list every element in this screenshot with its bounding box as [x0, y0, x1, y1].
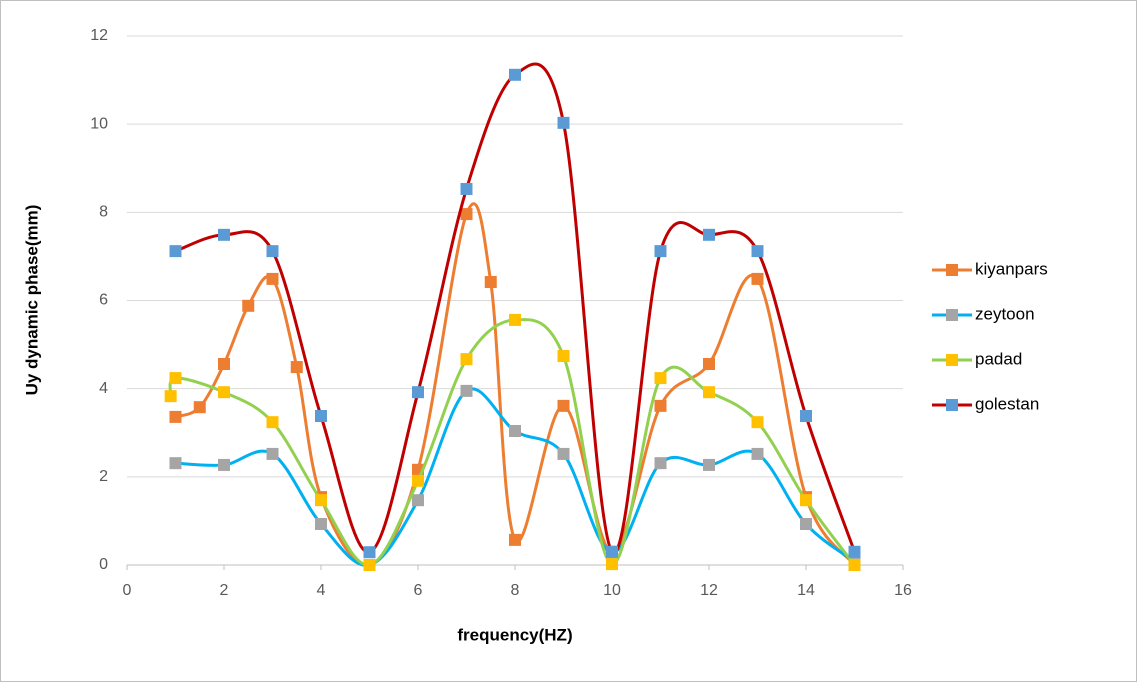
y-tick-label: 0: [99, 556, 108, 573]
marker: [703, 228, 715, 241]
y-tick-label: 10: [90, 115, 108, 132]
series-line: [174, 62, 856, 555]
marker: [169, 457, 182, 470]
marker: [169, 245, 182, 258]
marker: [169, 372, 182, 385]
y-tick-label: 12: [90, 27, 108, 44]
marker: [218, 458, 230, 471]
marker: [557, 399, 570, 412]
legend-label: padad: [975, 349, 1022, 368]
marker: [460, 353, 473, 366]
legend-marker: [946, 309, 958, 321]
marker: [164, 390, 177, 403]
marker: [242, 299, 255, 312]
marker: [412, 386, 424, 399]
marker: [703, 458, 715, 471]
x-tick-label: 14: [797, 582, 815, 599]
marker: [315, 518, 327, 531]
marker: [751, 447, 764, 460]
marker: [751, 416, 764, 429]
marker: [557, 350, 570, 363]
marker: [315, 409, 327, 422]
x-tick-label: 2: [220, 582, 229, 599]
marker: [509, 313, 521, 326]
marker: [654, 372, 667, 385]
marker: [460, 208, 473, 221]
x-tick-label: 12: [700, 582, 718, 599]
marker: [290, 361, 303, 374]
marker: [751, 272, 764, 285]
marker: [751, 245, 764, 258]
marker: [606, 545, 618, 558]
legend-marker: [946, 354, 958, 366]
marker: [848, 545, 861, 558]
marker: [266, 272, 279, 285]
marker: [703, 357, 715, 370]
marker: [266, 416, 279, 429]
x-tick-label: 0: [123, 582, 132, 599]
marker: [484, 275, 497, 288]
y-tick-label: 8: [99, 204, 108, 221]
marker: [363, 546, 376, 559]
marker: [800, 518, 812, 531]
y-axis-title: Uy dynamic phase(mm): [22, 205, 41, 396]
marker: [460, 182, 473, 195]
x-tick-label: 8: [511, 582, 520, 599]
legend-marker: [946, 399, 958, 411]
marker: [848, 559, 861, 571]
marker: [703, 386, 715, 399]
marker: [218, 228, 230, 241]
marker: [412, 474, 424, 487]
y-tick-label: 6: [99, 292, 108, 309]
y-tick-label: 2: [99, 468, 108, 485]
x-tick-label: 10: [603, 582, 621, 599]
x-tick-label: 6: [414, 582, 423, 599]
marker: [509, 68, 521, 81]
marker: [654, 399, 667, 412]
marker: [193, 401, 206, 414]
y-tick-label: 4: [99, 380, 108, 397]
marker: [266, 245, 279, 258]
marker: [654, 457, 667, 470]
marker: [606, 558, 618, 571]
legend-label: kiyanpars: [975, 259, 1048, 278]
marker: [218, 386, 230, 399]
x-tick-label: 16: [894, 582, 912, 599]
marker: [557, 116, 570, 129]
legend-label: zeytoon: [975, 304, 1035, 323]
marker: [557, 447, 570, 460]
x-axis-title: frequency(HZ): [457, 625, 572, 644]
marker: [315, 494, 327, 507]
marker: [800, 409, 812, 422]
legend-label: golestan: [975, 394, 1039, 413]
legend-marker: [946, 264, 958, 276]
x-tick-label: 4: [317, 582, 326, 599]
marker: [363, 559, 376, 571]
marker: [412, 494, 424, 507]
marker: [654, 245, 667, 258]
marker: [460, 384, 473, 397]
marker: [169, 410, 182, 423]
marker: [800, 494, 812, 507]
marker: [266, 447, 279, 460]
marker: [509, 424, 521, 437]
marker: [509, 533, 521, 546]
marker: [218, 357, 230, 370]
